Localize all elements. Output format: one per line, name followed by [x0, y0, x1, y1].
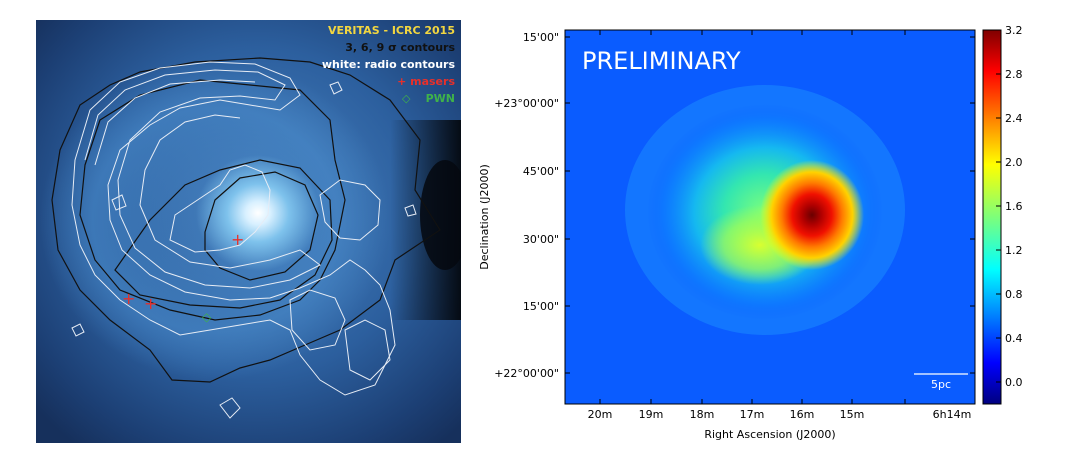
y-axis-ticks: 15'00" +23°00'00" 45'00" 30'00" 15'00" +22°00… [494, 31, 975, 380]
contour-3sigma [51, 57, 441, 383]
radio-contour-mid [84, 69, 321, 289]
x-tick-label: 17m [740, 408, 765, 421]
radio-contour-east [319, 179, 381, 241]
heatmap-image [565, 30, 975, 404]
radio-contour-core [169, 164, 271, 253]
y-tick-label: 15'00" [523, 300, 559, 313]
radio-contour-blob6 [71, 323, 85, 337]
colorbar-tick-label: 0.4 [1005, 332, 1023, 345]
radio-contour-blob5 [111, 194, 127, 211]
x-tick-label: 16m [790, 408, 815, 421]
legend-radio: white: radio contours [322, 58, 456, 71]
y-tick-label: 45'00" [523, 165, 559, 178]
colorbar [982, 29, 1002, 405]
preliminary-label: PRELIMINARY [582, 47, 741, 75]
significance-contours [51, 57, 441, 383]
y-axis-label: Declination (J2000) [478, 164, 491, 270]
radio-contour-blob1 [289, 289, 346, 351]
gamma-hotspot [196, 155, 320, 271]
plot-frame [564, 29, 976, 405]
radio-contour-blob2 [344, 319, 391, 381]
colorbar-tick-label: 3.2 [1005, 24, 1023, 37]
x-tick-label: 18m [690, 408, 715, 421]
contour-inner [114, 159, 333, 309]
scale-bar-label: 5pc [931, 378, 951, 391]
colorbar-tick-label: 2.8 [1005, 68, 1023, 81]
radio-contour-blob4 [329, 81, 343, 95]
maser-marker: + [231, 230, 244, 249]
x-tick-label: 6h14m [933, 408, 972, 421]
x-axis-label: Right Ascension (J2000) [704, 428, 835, 441]
pwn-marker: ◇ [202, 310, 212, 324]
legend-pwn: PWN [426, 92, 455, 105]
maser-marker: + [122, 289, 135, 308]
y-tick-label: 30'00" [523, 233, 559, 246]
legend-masers: + masers [397, 75, 455, 88]
contour-9sigma [204, 171, 319, 281]
y-tick-label: 15'00" [523, 31, 559, 44]
x-tick-label: 19m [639, 408, 664, 421]
x-tick-label: 15m [840, 408, 865, 421]
radio-contour-blob3 [219, 397, 241, 419]
contour-6sigma [79, 79, 346, 321]
legend-title: VERITAS - ICRC 2015 [328, 24, 455, 37]
x-tick-label: 20m [588, 408, 613, 421]
radio-contour-inner [94, 79, 256, 166]
radio-contour-outer [71, 61, 396, 396]
maser-marker: + [144, 294, 157, 313]
colorbar-tick-label: 1.6 [1005, 200, 1023, 213]
dark-patch [420, 160, 461, 270]
colorbar-ticks: 3.2 2.8 2.4 2.0 1.6 1.2 0.8 0.4 0.0 [996, 24, 1023, 389]
colorbar-tick-label: 0.0 [1005, 376, 1023, 389]
colorbar-tick-label: 2.4 [1005, 112, 1023, 125]
heatmap-peak [760, 160, 864, 270]
radio-contour-blob7 [404, 204, 417, 217]
colorbar-tick-label: 2.0 [1005, 156, 1023, 169]
legend-contours: 3, 6, 9 σ contours [345, 41, 455, 54]
colorbar-tick-label: 1.2 [1005, 244, 1023, 257]
x-axis-ticks: 20m 19m 18m 17m 16m 15m 6h14m [588, 30, 972, 421]
colorbar-tick-label: 0.8 [1005, 288, 1023, 301]
y-tick-label: +23°00'00" [494, 97, 559, 110]
legend-pwn-symbol: ◇ [402, 92, 411, 105]
y-tick-label: +22°00'00" [494, 367, 559, 380]
radio-contours [71, 61, 417, 419]
